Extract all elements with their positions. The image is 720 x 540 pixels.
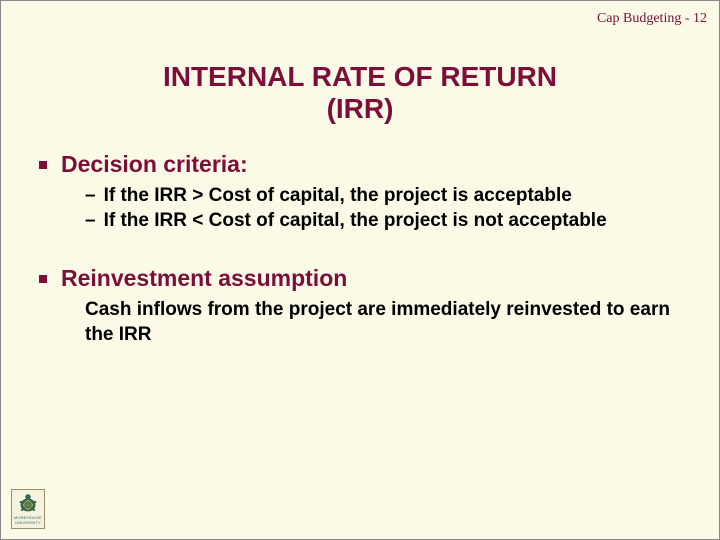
sub-bullet-item: – If the IRR < Cost of capital, the proj… (85, 209, 681, 234)
sub-bullet-item: – If the IRR > Cost of capital, the proj… (85, 184, 681, 209)
square-bullet-icon (39, 275, 47, 283)
slide-content: Decision criteria: – If the IRR > Cost o… (39, 151, 681, 347)
square-bullet-icon (39, 161, 47, 169)
title-line-1: INTERNAL RATE OF RETURN (163, 61, 557, 92)
dash-bullet-icon: – (85, 184, 96, 209)
slide-title: INTERNAL RATE OF RETURN (IRR) (1, 61, 719, 125)
sub-bullet-list: – If the IRR > Cost of capital, the proj… (85, 184, 681, 233)
bullet-item: Reinvestment assumption (39, 265, 681, 292)
bullet-label: Decision criteria: (61, 151, 248, 178)
sub-bullet-text: If the IRR > Cost of capital, the projec… (104, 184, 572, 208)
bullet-item: Decision criteria: (39, 151, 681, 178)
turtle-icon (17, 493, 39, 515)
bullet-description: Cash inflows from the project are immedi… (85, 298, 681, 347)
institution-logo: MOREHOUSE UNIVERSITY (11, 489, 45, 529)
bullet-label: Reinvestment assumption (61, 265, 347, 292)
dash-bullet-icon: – (85, 209, 96, 234)
logo-text-bottom: UNIVERSITY (15, 521, 41, 525)
sub-bullet-text: If the IRR < Cost of capital, the projec… (104, 209, 607, 233)
slide-header: Cap Budgeting - 12 (597, 11, 707, 27)
title-line-2: (IRR) (327, 93, 394, 124)
